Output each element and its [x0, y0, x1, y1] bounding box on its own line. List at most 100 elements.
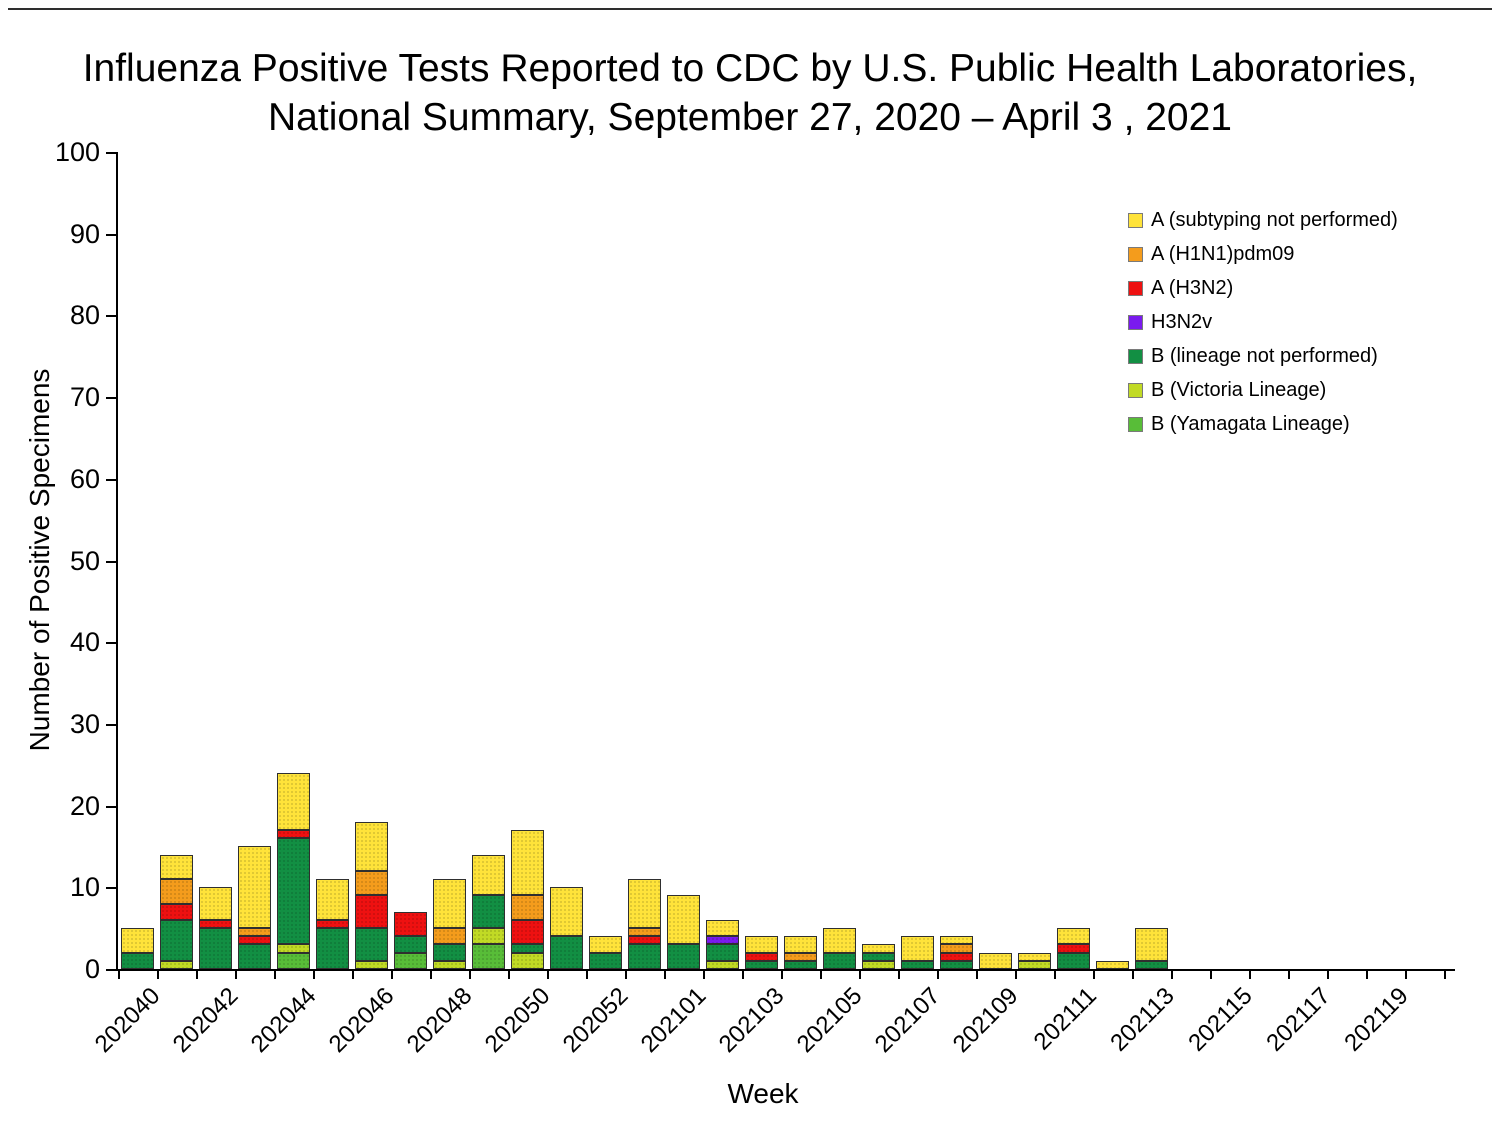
bar-segment-202041 [160, 855, 193, 879]
y-tick [106, 152, 116, 154]
y-tick [106, 969, 116, 971]
bar-segment-202051 [550, 936, 583, 969]
bar-segment-202048 [433, 928, 466, 944]
bar-segment-202050 [511, 895, 544, 920]
bar-segment-202040 [121, 928, 154, 953]
chart-title: Influenza Positive Tests Reported to CDC… [0, 44, 1500, 142]
bar-segment-202101 [667, 944, 700, 969]
bar-segment-202049 [472, 928, 505, 944]
bar-segment-202051 [550, 887, 583, 936]
y-tick-label: 20 [69, 791, 100, 821]
x-tick [1405, 969, 1407, 979]
bar-segment-202044 [277, 838, 310, 944]
x-tick [157, 969, 159, 979]
x-tick [1249, 969, 1251, 979]
y-tick-label: 30 [69, 709, 100, 739]
legend: A (subtyping not performed) A (H1N1)pdm09… [1128, 203, 1398, 441]
x-tick-label: 202044 [246, 982, 322, 1059]
y-tick [106, 724, 116, 726]
x-tick [1132, 969, 1134, 979]
x-tick [820, 969, 822, 979]
x-tick-label: 202117 [1261, 982, 1336, 1057]
bar-segment-202108 [940, 953, 973, 961]
legend-label: H3N2v [1151, 310, 1213, 333]
legend-swatch-icon [1128, 212, 1143, 228]
bar-segment-202112 [1096, 961, 1129, 969]
legend-swatch-icon [1128, 280, 1143, 296]
bar-segment-202050 [511, 830, 544, 895]
y-tick [106, 642, 116, 644]
bar-segment-202103 [745, 961, 778, 969]
bar-segment-202042 [199, 928, 232, 969]
bar-segment-202104 [784, 953, 817, 961]
bar-segment-202104 [784, 961, 817, 969]
bar-segment-202043 [238, 928, 271, 936]
bar-segment-202041 [160, 879, 193, 904]
bar-segment-202106 [862, 961, 895, 969]
bar-segment-202102 [706, 936, 739, 944]
bar-segment-202047 [394, 912, 427, 936]
x-tick [274, 969, 276, 979]
y-tick [106, 234, 116, 236]
legend-swatch-icon [1128, 314, 1143, 330]
x-tick [391, 969, 393, 979]
bar-segment-202111 [1057, 953, 1090, 969]
y-tick [106, 806, 116, 808]
x-tick-label: 202101 [636, 982, 712, 1059]
y-tick [106, 561, 116, 563]
bar-segment-202053 [628, 936, 661, 944]
x-tick [976, 969, 978, 979]
bar-segment-202044 [277, 773, 310, 830]
bar-segment-202104 [784, 936, 817, 953]
legend-item: A (H1N1)pdm09 [1128, 237, 1398, 271]
y-tick-label: 90 [69, 219, 100, 249]
bar-segment-202043 [238, 846, 271, 928]
bar-segment-202053 [628, 928, 661, 936]
bar-segment-202049 [472, 895, 505, 928]
legend-swatch-icon [1128, 348, 1143, 364]
bar-segment-202108 [940, 944, 973, 953]
bar-segment-202041 [160, 920, 193, 961]
legend-swatch-icon [1128, 382, 1143, 398]
bar-segment-202105 [823, 953, 856, 969]
legend-label: B (Victoria Lineage) [1151, 378, 1327, 401]
bar-segment-202046 [355, 871, 388, 895]
bar-segment-202045 [316, 928, 349, 969]
y-tick-label: 100 [54, 137, 100, 167]
x-tick [196, 969, 198, 979]
x-tick [898, 969, 900, 979]
x-tick-label: 202109 [948, 982, 1024, 1059]
x-tick-label: 202046 [324, 982, 400, 1059]
bar-segment-202048 [433, 961, 466, 969]
bar-segment-202048 [433, 944, 466, 961]
y-tick-label: 80 [69, 300, 100, 330]
legend-label: A (H1N1)pdm09 [1151, 242, 1295, 265]
x-tick-label: 202111 [1028, 982, 1102, 1056]
x-tick-label: 202119 [1339, 982, 1414, 1057]
legend-label: A (subtyping not performed) [1151, 208, 1398, 231]
x-tick [1444, 969, 1446, 979]
bar-segment-202109 [979, 953, 1012, 969]
x-tick [1093, 969, 1095, 979]
bar-segment-202108 [940, 961, 973, 969]
x-tick-label: 202105 [792, 982, 868, 1059]
x-tick [1366, 969, 1368, 979]
bar-segment-202046 [355, 961, 388, 969]
x-tick [625, 969, 627, 979]
x-tick [1210, 969, 1212, 979]
x-tick [859, 969, 861, 979]
x-tick-label: 202103 [714, 982, 790, 1059]
bar-segment-202043 [238, 936, 271, 944]
bar-segment-202053 [628, 879, 661, 928]
y-tick-label: 50 [69, 546, 100, 576]
bar-segment-202052 [589, 936, 622, 953]
y-axis-title: Number of Positive Specimens [24, 368, 55, 752]
x-tick [547, 969, 549, 979]
legend-label: B (Yamagata Lineage) [1151, 412, 1350, 435]
bar-segment-202110 [1018, 961, 1051, 969]
legend-swatch-icon [1128, 416, 1143, 432]
bar-segment-202046 [355, 822, 388, 871]
bar-segment-202106 [862, 953, 895, 961]
